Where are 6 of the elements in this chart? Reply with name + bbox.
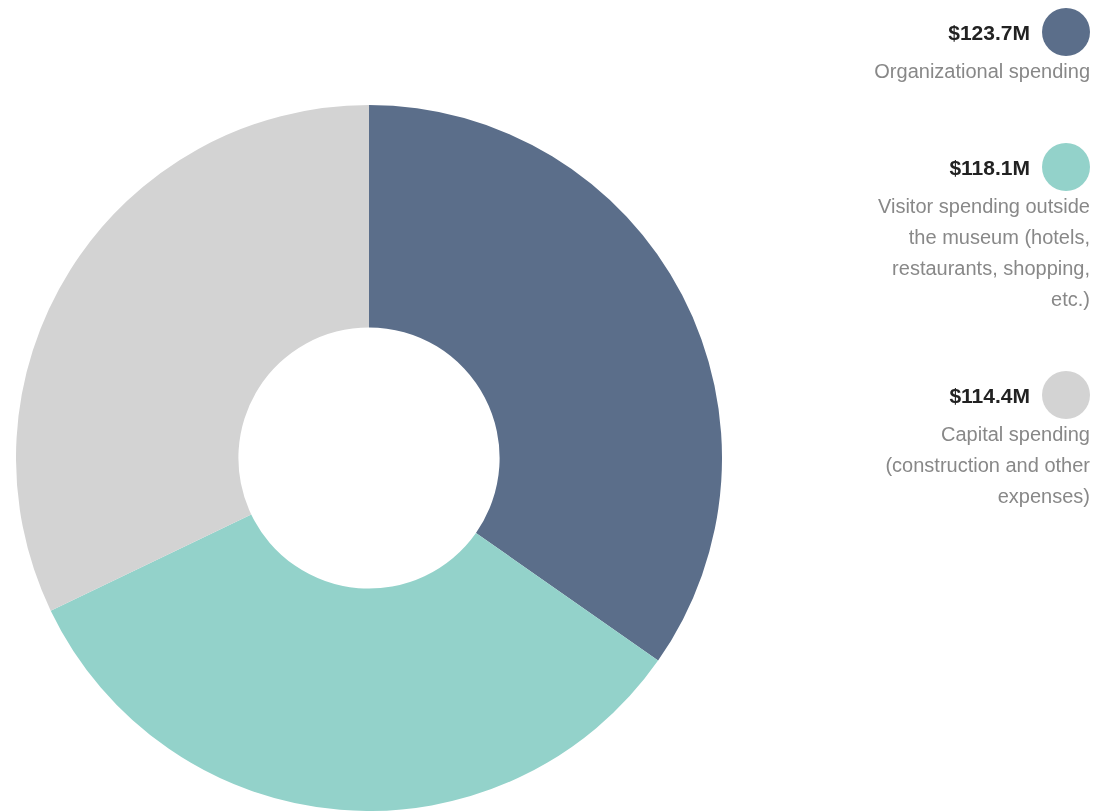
legend-label: Capital spending (construction and other expenses) bbox=[884, 422, 1090, 509]
legend-label: Organizational spending bbox=[873, 59, 1090, 84]
data-label: $118.1M bbox=[949, 156, 1030, 180]
data-label: $114.4M bbox=[949, 384, 1030, 408]
legend-label: Visitor spending outside the museum (hotels, restaurants, shopping, etc.) bbox=[877, 194, 1090, 312]
data-label: $123.7M bbox=[948, 21, 1030, 45]
